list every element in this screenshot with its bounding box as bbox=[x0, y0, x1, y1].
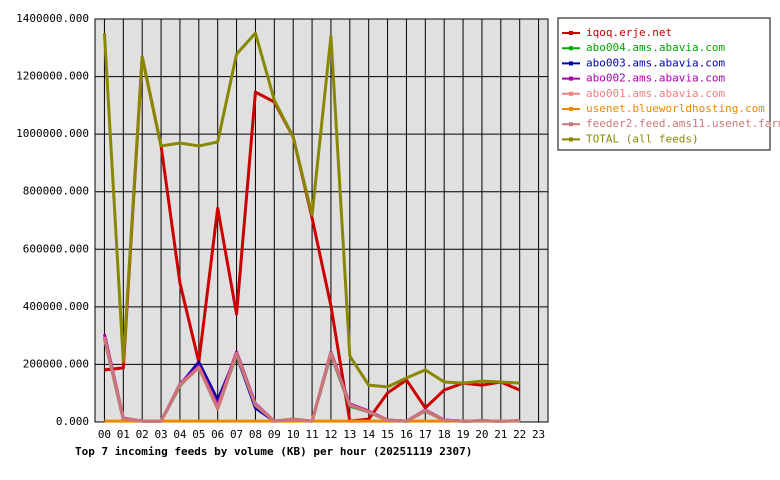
x-tick-label: 16 bbox=[400, 428, 413, 441]
x-tick-label: 02 bbox=[136, 428, 149, 441]
series-line bbox=[104, 55, 521, 423]
x-tick-label: 12 bbox=[324, 428, 337, 441]
y-tick-label: 1200000.000 bbox=[16, 70, 89, 83]
legend-label: abo001.ams.abavia.com bbox=[586, 87, 725, 100]
x-tick-label: 19 bbox=[456, 428, 469, 441]
legend-marker bbox=[569, 46, 573, 51]
legend-label: usenet.blueworldhosting.com bbox=[586, 102, 765, 115]
legend-marker bbox=[569, 122, 573, 127]
y-tick-label: 200000.000 bbox=[23, 357, 89, 370]
y-tick-label: 400000.000 bbox=[23, 300, 89, 313]
x-tick-label: 14 bbox=[362, 428, 376, 441]
legend-label: abo002.ams.abavia.com bbox=[586, 72, 725, 85]
legend-box bbox=[557, 17, 771, 151]
x-tick-label: 03 bbox=[154, 428, 167, 441]
x-tick-label: 00 bbox=[98, 428, 111, 441]
legend-label: abo003.ams.abavia.com bbox=[586, 56, 725, 69]
x-tick-label: 22 bbox=[513, 428, 526, 441]
legend-label: abo004.ams.abavia.com bbox=[586, 41, 725, 54]
x-tick-label: 01 bbox=[117, 428, 130, 441]
y-tick-label: 1000000.000 bbox=[16, 127, 89, 140]
x-tick-label: 04 bbox=[173, 428, 187, 441]
legend-label: feeder2.feed.ams11.usenet.farm bbox=[586, 117, 780, 130]
x-tick-label: 06 bbox=[211, 428, 224, 441]
x-axis-label: Top 7 incoming feeds by volume (KB) per … bbox=[75, 445, 472, 458]
legend-marker bbox=[569, 107, 573, 111]
legend-marker bbox=[569, 91, 573, 96]
legend-marker bbox=[569, 31, 573, 35]
y-tick-label: 800000.000 bbox=[23, 185, 89, 198]
legend-marker bbox=[569, 76, 573, 81]
x-tick-label: 08 bbox=[249, 428, 262, 441]
plot-area bbox=[94, 18, 549, 423]
x-tick-label: 21 bbox=[494, 428, 507, 441]
y-tick-label: 0.000 bbox=[56, 415, 89, 428]
x-tick-label: 07 bbox=[230, 428, 243, 441]
x-tick-label: 05 bbox=[192, 428, 205, 441]
series-line bbox=[102, 31, 520, 389]
x-tick-label: 15 bbox=[381, 428, 394, 441]
y-tick-label: 1400000.000 bbox=[16, 12, 89, 25]
y-tick-label: 600000.000 bbox=[23, 242, 89, 255]
x-tick-label: 10 bbox=[287, 428, 300, 441]
x-tick-label: 17 bbox=[419, 428, 432, 441]
series-line bbox=[102, 338, 520, 423]
x-tick-label: 11 bbox=[305, 428, 318, 441]
x-tick-label: 18 bbox=[438, 428, 451, 441]
x-tick-label: 09 bbox=[268, 428, 281, 441]
legend-marker bbox=[569, 61, 573, 66]
x-tick-label: 13 bbox=[343, 428, 356, 441]
legend-label: iqoq.erje.net bbox=[586, 26, 672, 39]
legend-label: TOTAL (all feeds) bbox=[586, 132, 699, 145]
x-tick-label: 23 bbox=[532, 428, 545, 441]
legend-marker bbox=[569, 137, 573, 142]
x-tick-label: 20 bbox=[475, 428, 488, 441]
